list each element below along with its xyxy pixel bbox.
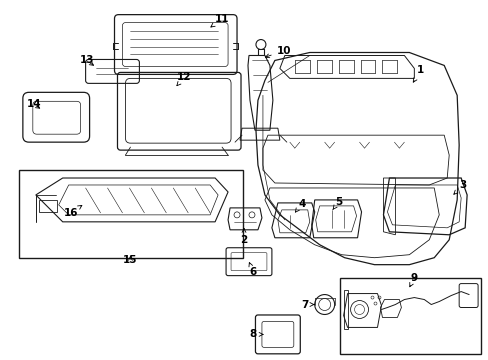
Text: 6: 6 — [248, 262, 256, 276]
Text: 7: 7 — [301, 300, 313, 310]
Text: 12: 12 — [177, 72, 191, 86]
Text: 16: 16 — [63, 206, 81, 218]
Text: 10: 10 — [265, 45, 290, 58]
Text: 5: 5 — [332, 197, 342, 210]
Text: 8: 8 — [249, 329, 263, 339]
Text: 3: 3 — [453, 180, 466, 194]
Bar — [39, 200, 57, 212]
Text: 15: 15 — [123, 255, 138, 265]
Bar — [339, 278, 480, 354]
Text: 9: 9 — [409, 273, 417, 287]
Text: 4: 4 — [295, 199, 305, 212]
Text: 11: 11 — [210, 14, 229, 27]
Text: 1: 1 — [412, 66, 423, 82]
Text: 14: 14 — [26, 99, 41, 109]
Text: 13: 13 — [79, 55, 94, 66]
Bar — [19, 170, 243, 258]
Text: 2: 2 — [240, 229, 247, 245]
